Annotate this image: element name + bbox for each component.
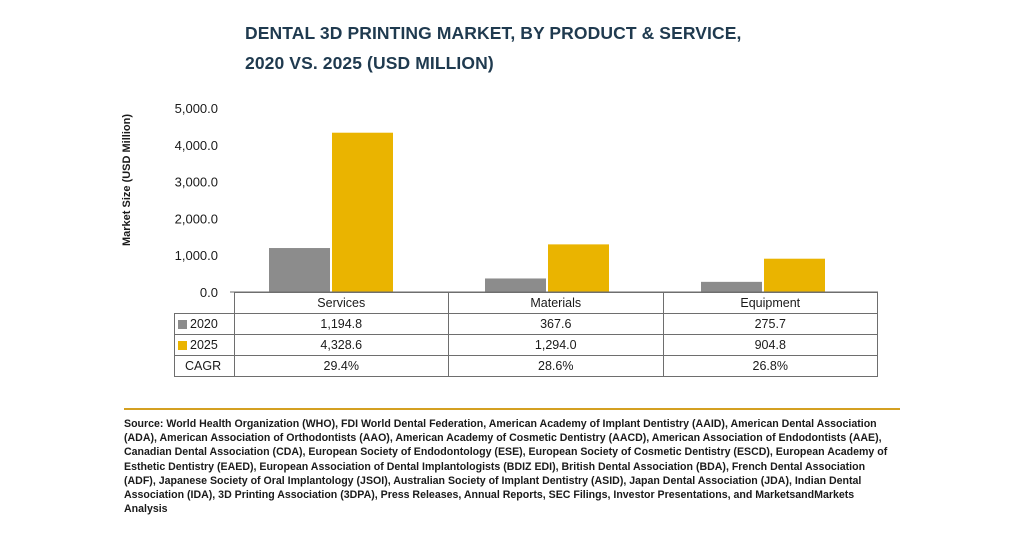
title-line-2: 2020 VS. 2025 (USD MILLION) xyxy=(245,53,494,73)
data-table: Services Materials Equipment 2020 1,194.… xyxy=(174,292,878,377)
bar-2020-services xyxy=(269,248,330,292)
title-line-1: DENTAL 3D PRINTING MARKET, BY PRODUCT & … xyxy=(245,23,742,43)
row-label-2020: 2020 xyxy=(174,313,235,335)
category-header-row: Services Materials Equipment xyxy=(174,292,878,314)
table-cell: 275.7 xyxy=(662,313,878,335)
bar-2025-equipment xyxy=(764,258,825,292)
row-label-text: 2020 xyxy=(190,317,218,331)
row-label-cagr: CAGR xyxy=(174,355,235,377)
table-cell: 904.8 xyxy=(662,334,878,356)
y-tick-label: 2,000.0 xyxy=(175,211,218,226)
table-cell: 26.8% xyxy=(662,355,878,377)
table-corner xyxy=(174,292,234,314)
y-axis-ticks: 0.01,000.02,000.03,000.04,000.05,000.0 xyxy=(175,101,218,300)
y-tick-label: 4,000.0 xyxy=(175,138,218,153)
category-equipment: Equipment xyxy=(662,292,878,314)
y-tick-label: 3,000.0 xyxy=(175,175,218,190)
table-row-cagr: CAGR 29.4% 28.6% 26.8% xyxy=(174,355,878,377)
source-note: Source: World Health Organization (WHO),… xyxy=(124,418,888,516)
legend-swatch-2025 xyxy=(178,341,187,350)
table-cell: 1,294.0 xyxy=(448,334,664,356)
table-row-2025: 2025 4,328.6 1,294.0 904.8 xyxy=(174,334,878,356)
bar-2020-equipment xyxy=(701,281,762,292)
bar-chart: 0.01,000.02,000.03,000.04,000.05,000.0 xyxy=(175,101,878,300)
table-row-2020: 2020 1,194.8 367.6 275.7 xyxy=(174,313,878,335)
table-cell: 367.6 xyxy=(448,313,664,335)
category-services: Services xyxy=(233,292,449,314)
bars xyxy=(269,132,825,292)
table-cell: 29.4% xyxy=(233,355,449,377)
y-tick-label: 5,000.0 xyxy=(175,101,218,116)
table-cell: 4,328.6 xyxy=(233,334,449,356)
row-label-text: CAGR xyxy=(185,359,222,373)
chart-title: DENTAL 3D PRINTING MARKET, BY PRODUCT & … xyxy=(245,18,865,78)
table-cell: 1,194.8 xyxy=(233,313,449,335)
y-tick-label: 1,000.0 xyxy=(175,248,218,263)
table-cell: 28.6% xyxy=(448,355,664,377)
row-label-text: 2025 xyxy=(190,338,218,352)
bar-2025-materials xyxy=(548,244,609,292)
bar-2020-materials xyxy=(485,278,546,292)
category-materials: Materials xyxy=(448,292,664,314)
row-label-2025: 2025 xyxy=(174,334,235,356)
legend-swatch-2020 xyxy=(178,320,187,329)
bar-2025-services xyxy=(332,132,393,292)
source-divider xyxy=(124,408,900,410)
